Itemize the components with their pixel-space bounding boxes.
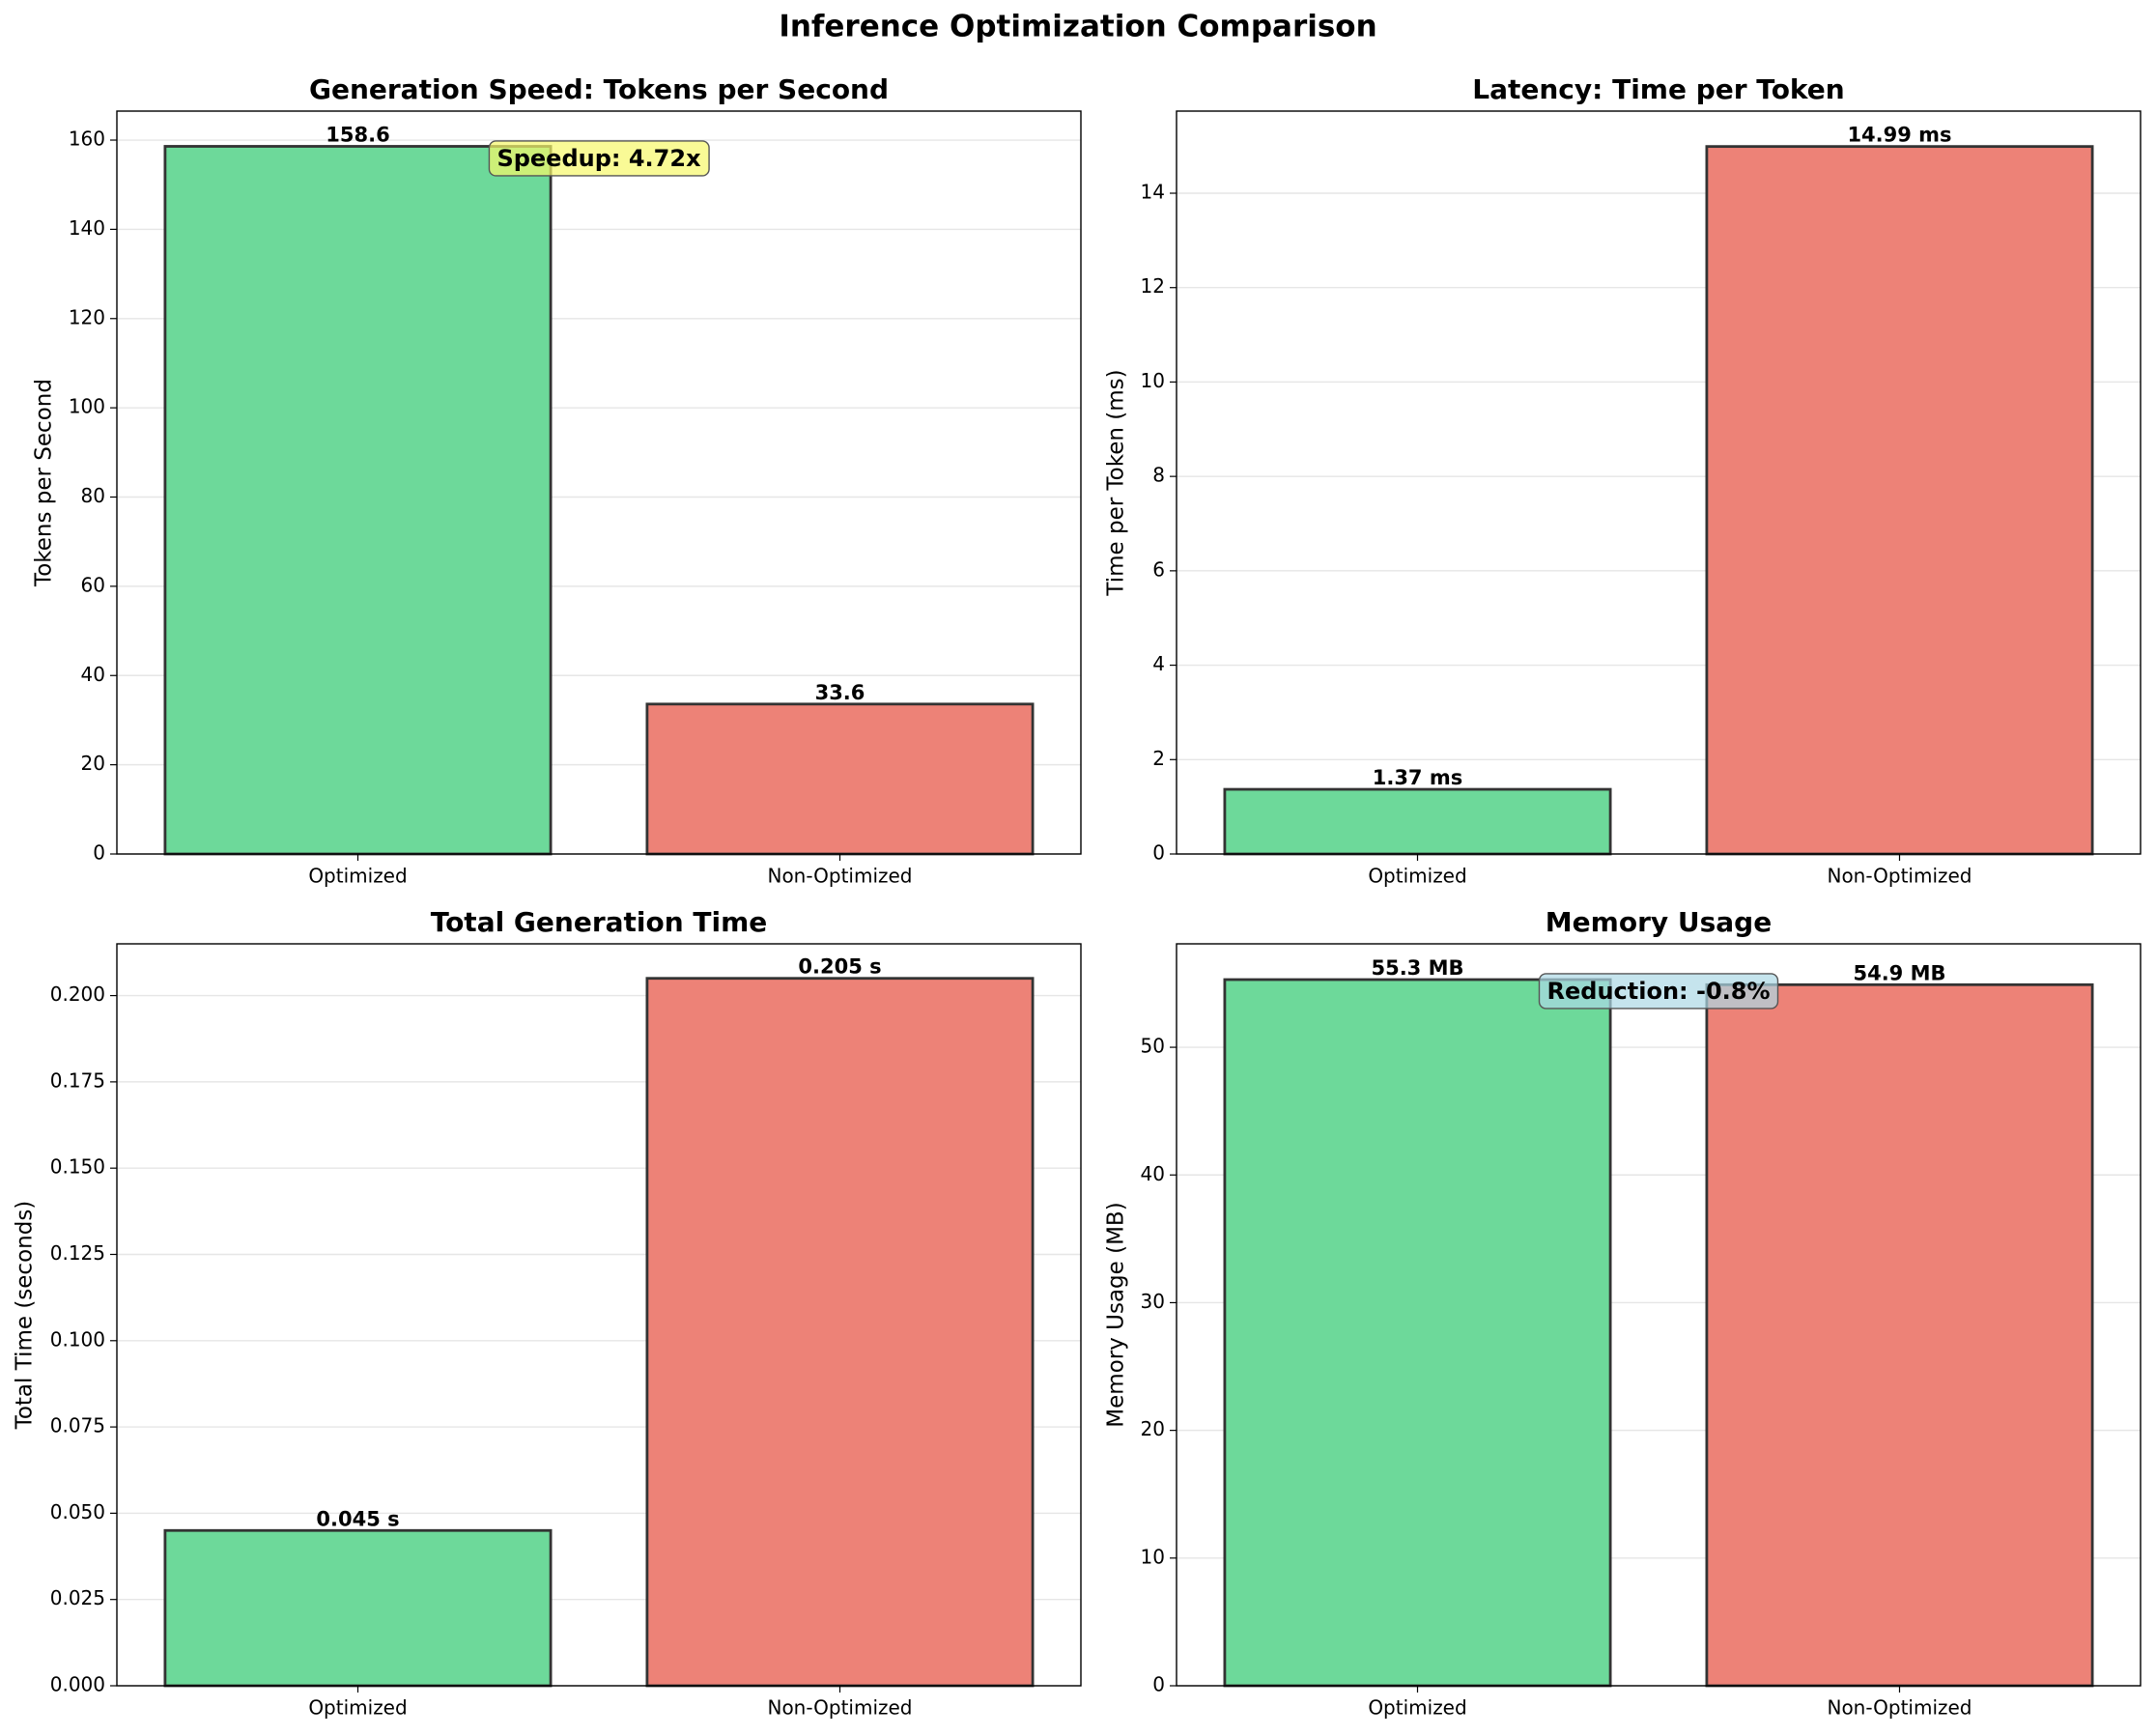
bar	[1223, 787, 1612, 856]
y-tick-label: 0	[93, 841, 105, 865]
y-axis-label: Tokens per Second	[32, 379, 57, 587]
y-tick-label: 0.150	[50, 1155, 105, 1179]
subplot: 0 10 20 30 40 50 55.3 MB 54.9 MB Optimized Non-Op…	[1104, 906, 2142, 1720]
y-tick-label: 120	[69, 305, 105, 328]
annotation-box	[488, 140, 710, 177]
y-tick-label: 0.125	[50, 1241, 105, 1265]
axes-frame	[116, 110, 1082, 855]
bar	[163, 1528, 553, 1688]
y-tick-label: 4	[1152, 652, 1165, 675]
x-tick-label: Optimized	[308, 865, 407, 888]
y-tick-label: 14	[1141, 181, 1165, 204]
y-tick-label: 10	[1141, 1545, 1165, 1568]
axes-frame	[116, 943, 1082, 1687]
bar	[645, 977, 1035, 1688]
bar	[163, 145, 553, 856]
y-tick-label: 0.100	[50, 1327, 105, 1351]
y-axis-label: Memory Usage (MB)	[1104, 1202, 1129, 1427]
y-tick-label: 60	[81, 573, 105, 596]
y-tick-label: 0.025	[50, 1586, 105, 1609]
y-tick-label: 0.200	[50, 982, 105, 1006]
y-tick-label: 160	[69, 128, 105, 151]
y-tick-label: 0.050	[50, 1500, 105, 1523]
annotation-box	[1538, 973, 1779, 1010]
y-tick-label: 12	[1141, 274, 1165, 298]
y-tick-label: 0.000	[50, 1673, 105, 1696]
x-tick-label: Optimized	[1368, 865, 1466, 888]
x-tick-label: Non-Optimized	[767, 865, 912, 888]
y-axis-label: Time per Token (ms)	[1104, 369, 1129, 596]
subplot: 0.000 0.025 0.050 0.075 0.100 0.125 0.150 0.175…	[13, 906, 1082, 1720]
y-axis-label: Total Time (seconds)	[13, 1201, 38, 1431]
value-label: 0.045 s	[316, 1507, 399, 1530]
y-tick-label: 6	[1152, 557, 1165, 581]
x-tick-label: Optimized	[1368, 1696, 1466, 1720]
y-tick-label: 0.175	[50, 1068, 105, 1092]
x-tick-label: Non-Optimized	[1827, 865, 1972, 888]
y-tick-label: 40	[81, 663, 105, 686]
y-tick-label: 8	[1152, 464, 1165, 487]
annotation: Reduction: -0.8%	[1547, 978, 1771, 1005]
y-tick-label: 0	[1152, 841, 1165, 865]
y-tick-label: 2	[1152, 747, 1165, 770]
figure-title: Inference Optimization Comparison	[779, 10, 1376, 44]
y-tick-label: 0	[1152, 1673, 1165, 1696]
y-tick-label: 0.075	[50, 1414, 105, 1437]
y-tick-label: 30	[1141, 1290, 1165, 1313]
y-tick-label: 40	[1141, 1162, 1165, 1185]
subplot-title: Generation Speed: Tokens per Second	[309, 73, 889, 105]
subplot: 0 20 40 60 80 100 120 140 160 158.6 33.6 Optimized N…	[32, 73, 1082, 888]
value-label: 54.9 MB	[1853, 961, 1945, 984]
subplot-title: Memory Usage	[1546, 906, 1772, 938]
subplot: 0 2 4 6 8 10 12 14 1.37 ms 14.99 ms Optimized Non-O…	[1104, 73, 2142, 888]
bar	[1705, 145, 2094, 856]
subplot-title: Latency: Time per Token	[1472, 73, 1844, 105]
axes-frame	[1176, 110, 2142, 855]
value-label: 14.99 ms	[1847, 124, 1951, 147]
axes-frame	[1176, 943, 2142, 1687]
annotation: Speedup: 4.72x	[496, 145, 701, 172]
value-label: 55.3 MB	[1371, 956, 1463, 980]
bar	[645, 702, 1035, 856]
y-tick-label: 10	[1141, 369, 1165, 392]
y-tick-label: 80	[81, 484, 105, 507]
y-tick-label: 20	[1141, 1417, 1165, 1440]
value-label: 158.6	[326, 123, 389, 146]
x-tick-label: Non-Optimized	[767, 1696, 912, 1720]
bar	[1705, 982, 2094, 1688]
value-label: 1.37 ms	[1373, 766, 1463, 789]
y-tick-label: 20	[81, 752, 105, 775]
x-tick-label: Non-Optimized	[1827, 1696, 1972, 1720]
bar	[1223, 978, 1612, 1688]
value-label: 33.6	[815, 681, 865, 704]
x-tick-label: Optimized	[308, 1696, 407, 1720]
y-tick-label: 100	[69, 395, 105, 418]
subplot-title: Total Generation Time	[431, 906, 768, 938]
value-label: 0.205 s	[798, 955, 881, 979]
y-tick-label: 50	[1141, 1035, 1165, 1058]
y-tick-label: 140	[69, 216, 105, 240]
